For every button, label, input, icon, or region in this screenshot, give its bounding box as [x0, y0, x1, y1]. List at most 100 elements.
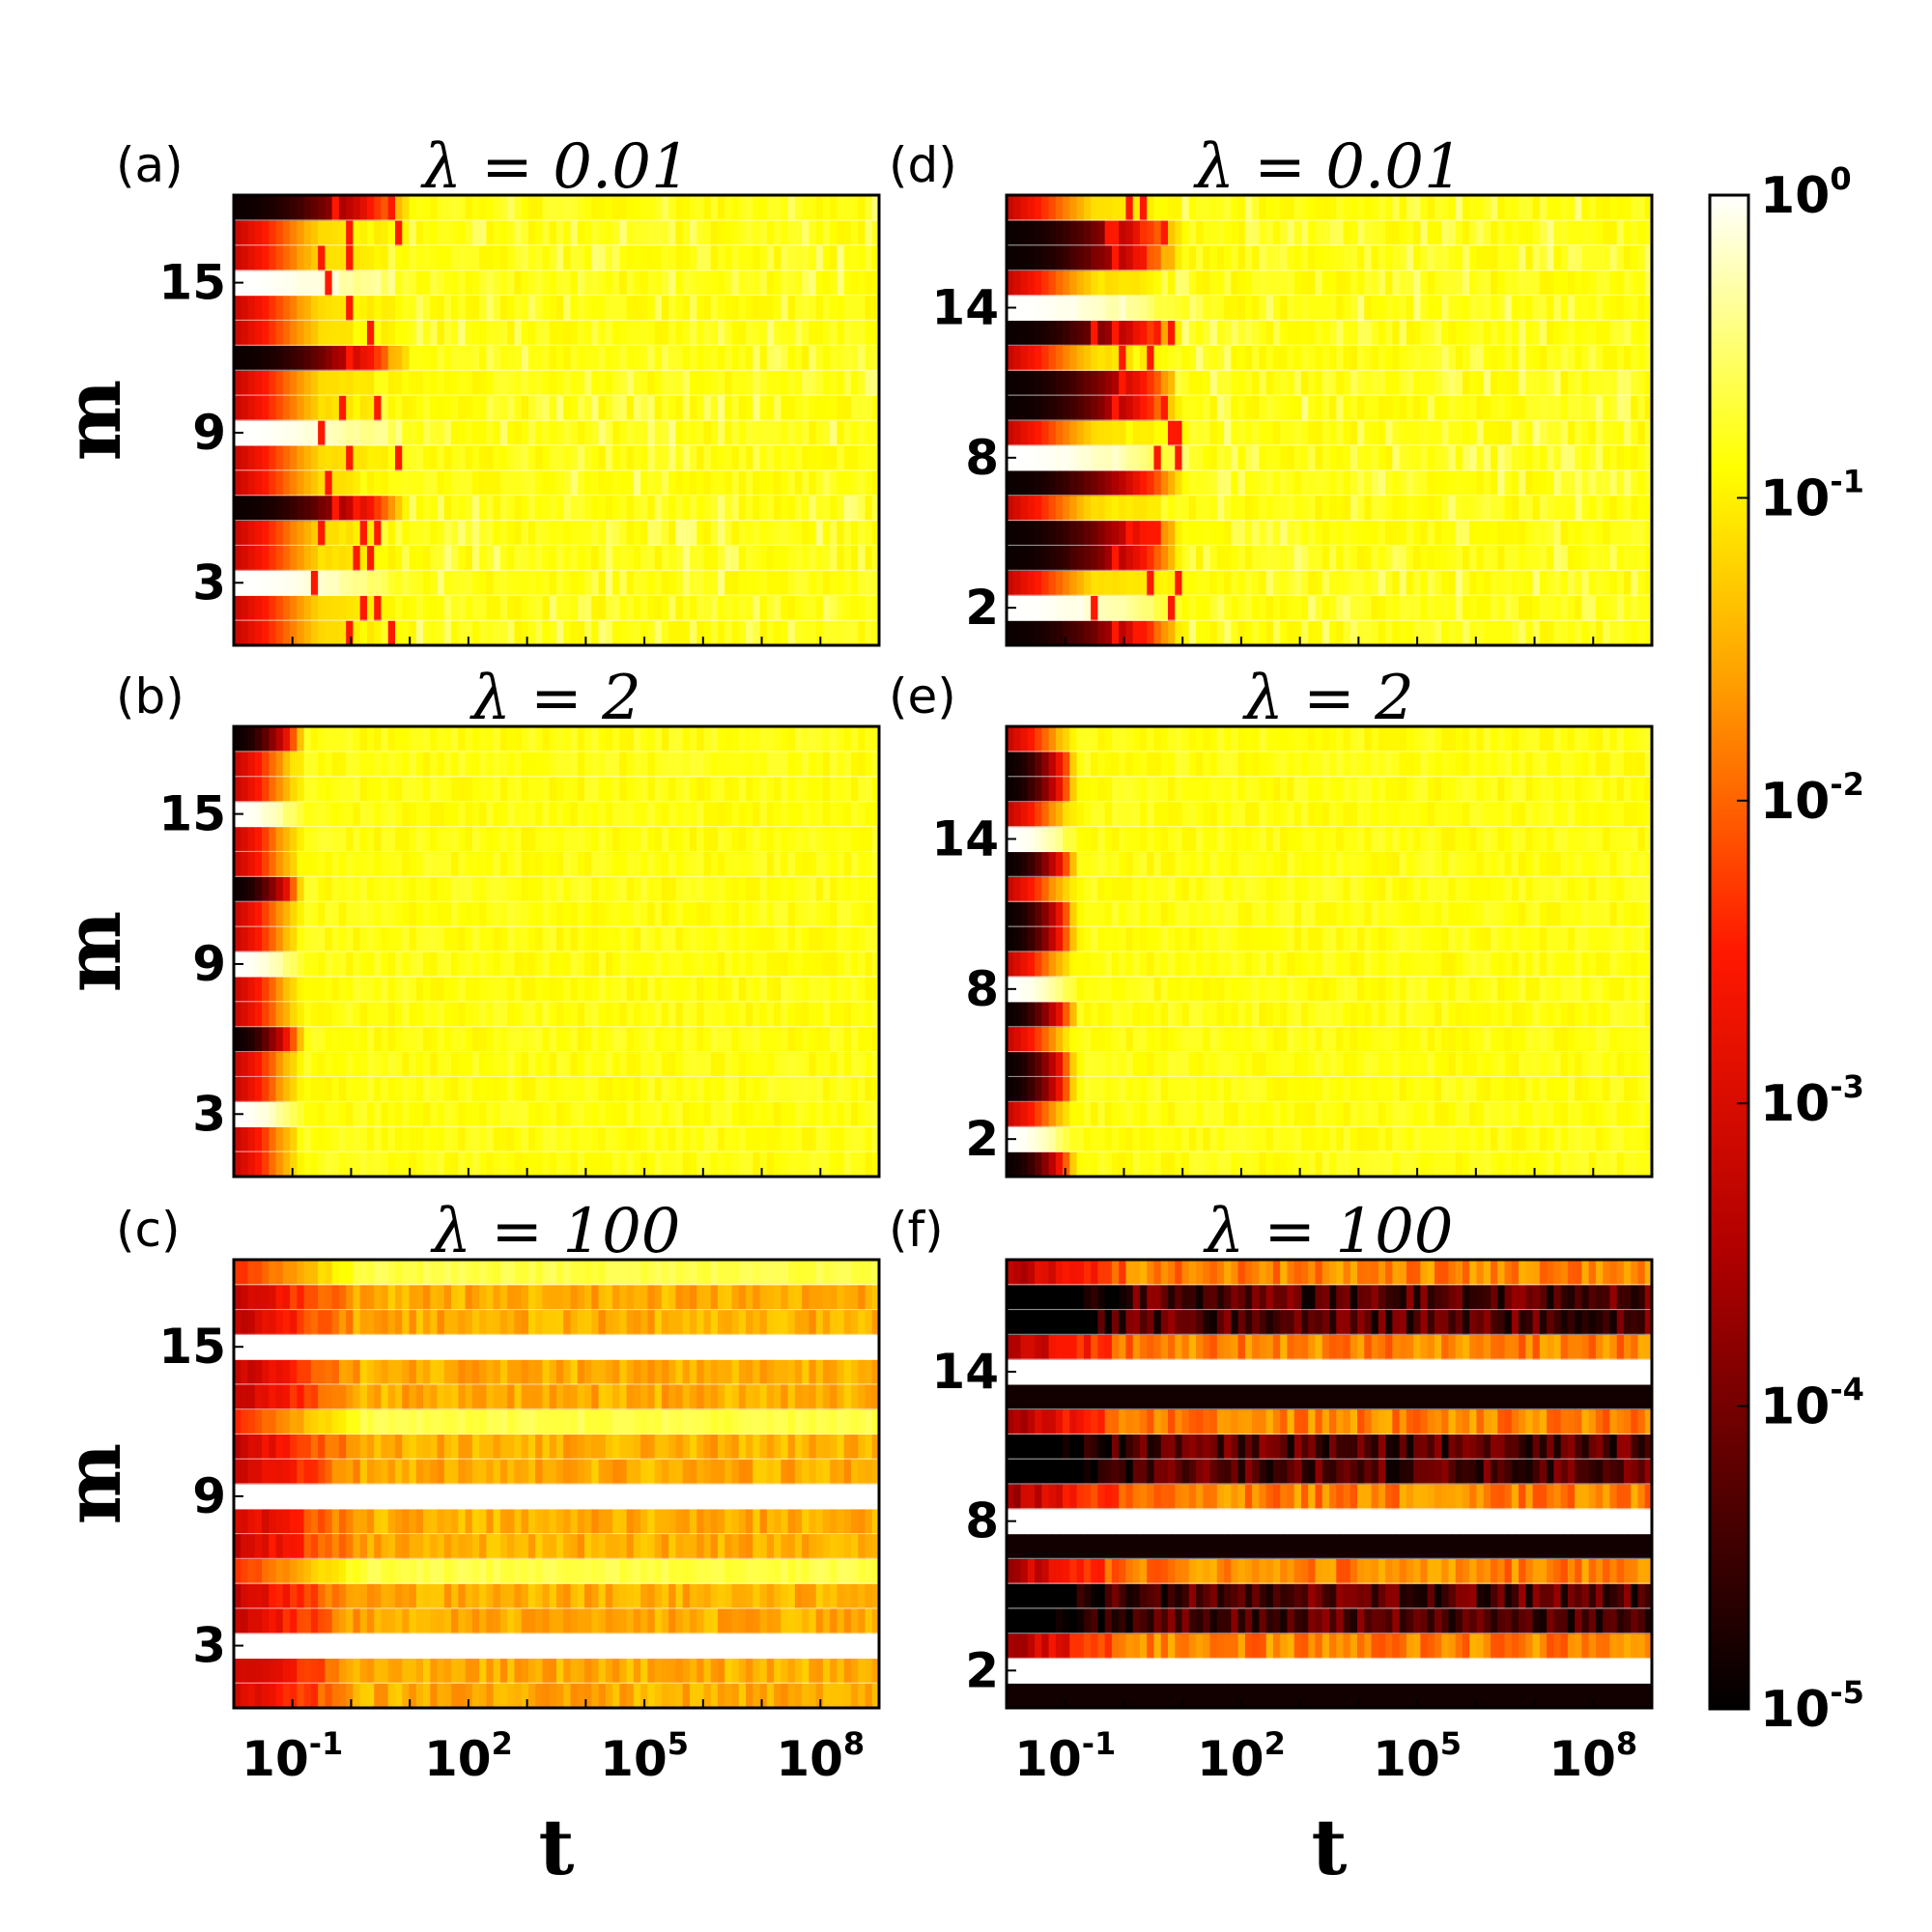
heatmap-cell — [696, 1001, 705, 1028]
heatmap-cell — [247, 1658, 256, 1684]
heatmap-cell — [395, 1076, 403, 1102]
heatmap-cell — [556, 1583, 564, 1609]
heatmap-cell — [430, 751, 439, 778]
heatmap-cell — [858, 1434, 867, 1460]
heatmap-cell — [731, 295, 740, 322]
heatmap-cell — [549, 1558, 557, 1584]
heatmap-cell — [521, 1583, 529, 1609]
heatmap-cell — [647, 1658, 656, 1684]
heatmap-cell — [297, 976, 305, 1003]
heatmap-cell — [865, 219, 873, 246]
heatmap-cell — [247, 1126, 256, 1152]
heatmap-cell — [527, 1359, 536, 1385]
heatmap-cell — [290, 195, 298, 221]
heatmap-cell — [612, 726, 620, 753]
heatmap-cell — [297, 1026, 305, 1053]
heatmap-cell — [753, 901, 761, 927]
heatmap-cell — [865, 595, 873, 621]
heatmap-cell — [830, 1459, 838, 1485]
heatmap-cell — [865, 495, 873, 522]
heatmap-cell — [774, 876, 781, 902]
heatmap-cell — [724, 1359, 733, 1385]
heatmap-cell — [402, 295, 411, 322]
heatmap-cell — [241, 776, 249, 803]
heatmap-cell — [809, 1607, 817, 1634]
heatmap-cell — [507, 1658, 516, 1684]
heatmap-cell — [234, 1001, 242, 1028]
heatmap-cell — [521, 1383, 529, 1410]
heatmap-cell — [346, 420, 355, 446]
heatmap-cell — [815, 1533, 824, 1559]
heatmap-cell — [598, 520, 607, 547]
heatmap-cell — [746, 1383, 753, 1410]
heatmap-cell — [822, 1151, 831, 1178]
heatmap-cell — [381, 1051, 389, 1078]
heatmap-cell — [346, 1434, 355, 1460]
heatmap-cell — [514, 244, 523, 271]
heatmap-cell — [724, 901, 733, 927]
heatmap-cell — [766, 295, 775, 322]
heatmap-cell — [815, 1408, 824, 1435]
heatmap-cell — [247, 1434, 256, 1460]
heatmap-cell — [402, 1359, 411, 1385]
heatmap-cell — [591, 1658, 600, 1684]
heatmap-cell — [254, 1484, 263, 1510]
heatmap-cell — [331, 595, 340, 621]
heatmap-cell — [647, 1383, 656, 1410]
heatmap-cell — [731, 270, 740, 297]
heatmap-cell — [774, 545, 781, 571]
heatmap-cell — [254, 1076, 263, 1102]
heatmap-cell — [241, 1683, 249, 1709]
heatmap-cell — [563, 244, 572, 271]
heatmap-cell — [584, 495, 592, 522]
heatmap-cell — [542, 976, 551, 1003]
heatmap-cell — [282, 801, 291, 828]
heatmap-cell — [521, 244, 529, 271]
heatmap-cell — [802, 1408, 810, 1435]
heatmap-cell — [297, 1051, 305, 1078]
heatmap-cell — [471, 952, 480, 978]
heatmap-cell — [556, 1151, 564, 1178]
heatmap-cell — [598, 1284, 607, 1311]
heatmap-cell — [310, 1026, 319, 1053]
heatmap-cell — [766, 1533, 775, 1559]
heatmap-cell — [584, 926, 592, 952]
heatmap-cell — [710, 826, 719, 853]
heatmap-cell — [374, 1309, 383, 1335]
heatmap-cell — [563, 1658, 572, 1684]
heatmap-cell — [507, 952, 516, 978]
heatmap-cell — [514, 395, 523, 421]
heatmap-cell — [591, 1434, 600, 1460]
heatmap-cell — [626, 976, 635, 1003]
heatmap-cell — [718, 1484, 725, 1510]
heatmap-cell — [318, 1633, 326, 1660]
heatmap-cell — [387, 1533, 396, 1559]
heatmap-cell — [254, 976, 263, 1003]
heatmap-cell — [303, 1383, 312, 1410]
heatmap-cell — [366, 1683, 375, 1709]
heatmap-cell — [809, 1001, 817, 1028]
heatmap-cell — [486, 1359, 495, 1385]
heatmap-cell — [710, 1508, 719, 1535]
heatmap-cell — [837, 595, 845, 621]
heatmap-cell — [815, 1683, 824, 1709]
heatmap-cell — [521, 1076, 529, 1102]
heatmap-cell — [409, 469, 417, 497]
heatmap-cell — [865, 901, 873, 927]
heatmap-cell — [605, 1051, 613, 1078]
heatmap-cell — [527, 1459, 536, 1485]
heatmap-cell — [626, 1459, 635, 1485]
heatmap-cell — [338, 1309, 347, 1335]
heatmap-cell — [781, 420, 789, 446]
heatmap-cell — [815, 345, 824, 371]
heatmap-cell — [612, 420, 620, 446]
heatmap-cell — [718, 1583, 725, 1609]
heatmap-cell — [338, 826, 347, 853]
heatmap-cell — [759, 195, 768, 221]
heatmap-cell — [359, 195, 368, 221]
heatmap-cell — [781, 726, 789, 753]
heatmap-cell — [430, 395, 439, 421]
heatmap-cell — [262, 1633, 270, 1660]
heatmap-cell — [787, 952, 796, 978]
heatmap-cell — [746, 1051, 753, 1078]
